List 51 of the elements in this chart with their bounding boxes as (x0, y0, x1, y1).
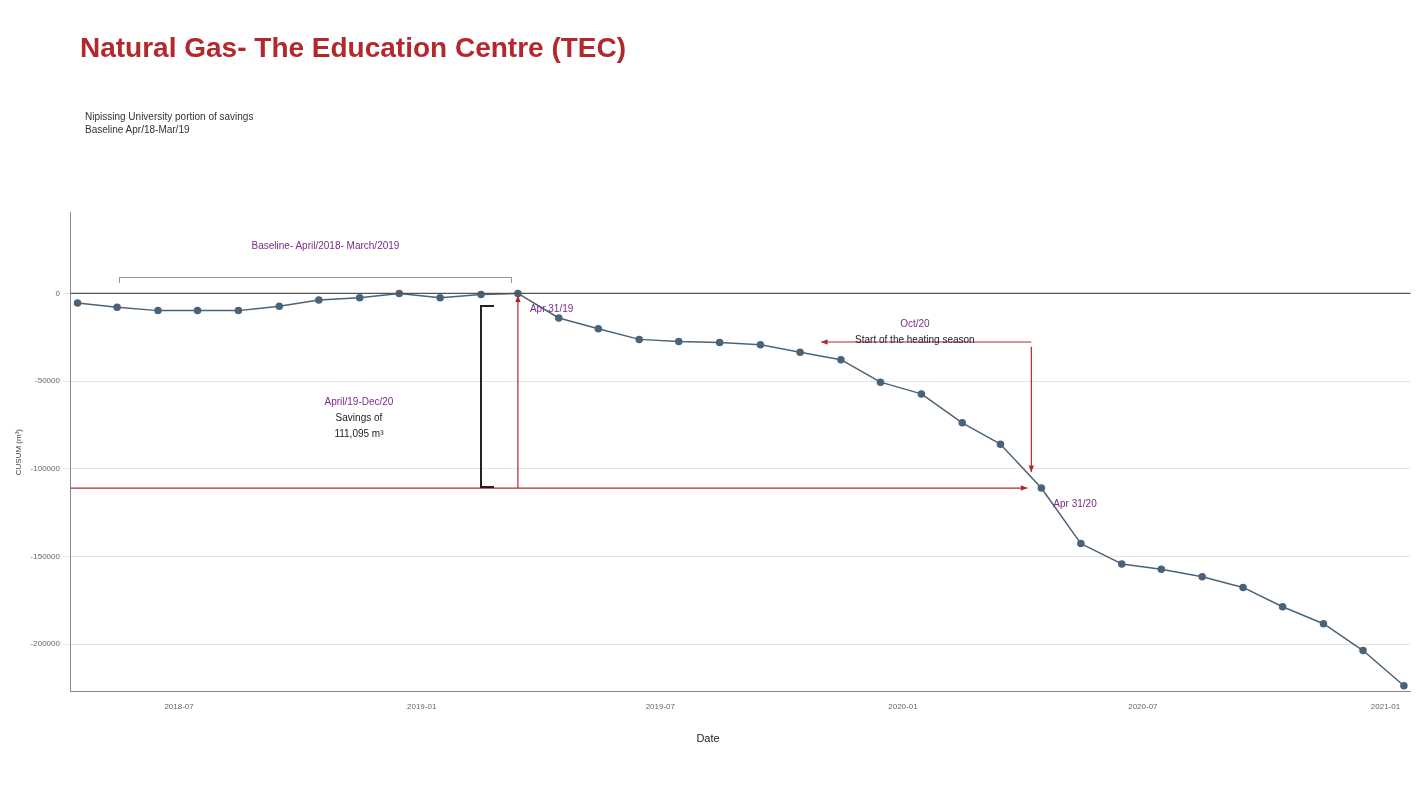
point (837, 355, 845, 364)
point (193, 306, 202, 315)
point (796, 348, 804, 356)
x-tick-label: 2019-01 (406, 702, 437, 712)
point (1037, 484, 1046, 492)
y-tick-label: -100000 (30, 463, 61, 473)
point (594, 324, 603, 333)
point (1239, 583, 1247, 592)
y-tick-label: -200000 (30, 639, 61, 649)
point (1157, 565, 1166, 573)
point (635, 335, 643, 344)
x-tick-label: 2020-01 (888, 702, 919, 712)
x-tick-label: 2021-01 (1370, 702, 1401, 712)
x-tick-label: 2018-07 (164, 702, 195, 712)
point (917, 390, 926, 398)
y-tick-label: -150000 (30, 551, 61, 561)
point (234, 306, 243, 315)
point (113, 303, 121, 312)
y-tick-label: -50000 (35, 376, 61, 386)
point (1198, 573, 1206, 581)
chart-title: Natural Gas- The Education Centre (TEC) (80, 32, 627, 64)
chart-subtitle: Nipissing University portion of savings Baseline Apr/18-Mar/19 (85, 110, 254, 136)
x-tick-label: 2020-07 (1128, 702, 1159, 712)
point (154, 306, 162, 315)
point (715, 338, 724, 347)
point (996, 440, 1005, 448)
point (1077, 539, 1085, 548)
point (1319, 619, 1328, 628)
point (73, 299, 82, 307)
point (1118, 560, 1126, 568)
annotation: Oct/20 Start of the heating season (855, 318, 975, 346)
point (355, 293, 364, 302)
annotation: Baseline- April/2018- March/2019 (251, 240, 400, 252)
point (275, 302, 284, 310)
x-axis-title: Date (695, 732, 721, 744)
point (315, 296, 323, 304)
y-axis-title: CUSUM (m³) (14, 428, 23, 476)
point (555, 314, 563, 322)
y-tick-label: 0 (55, 288, 61, 298)
point (675, 337, 683, 346)
point (1400, 682, 1408, 690)
point (1359, 646, 1367, 655)
point (756, 341, 765, 349)
annotation: Apr 31/19 (529, 303, 574, 315)
point (436, 293, 444, 302)
point (876, 378, 885, 386)
point (958, 419, 966, 427)
point (1278, 602, 1287, 611)
annotation: April/19-Dec/20 Savings of 111,095 m³ (324, 396, 394, 440)
x-tick-label: 2019-07 (645, 702, 676, 712)
annotation: Apr 31/20 (1053, 497, 1098, 509)
